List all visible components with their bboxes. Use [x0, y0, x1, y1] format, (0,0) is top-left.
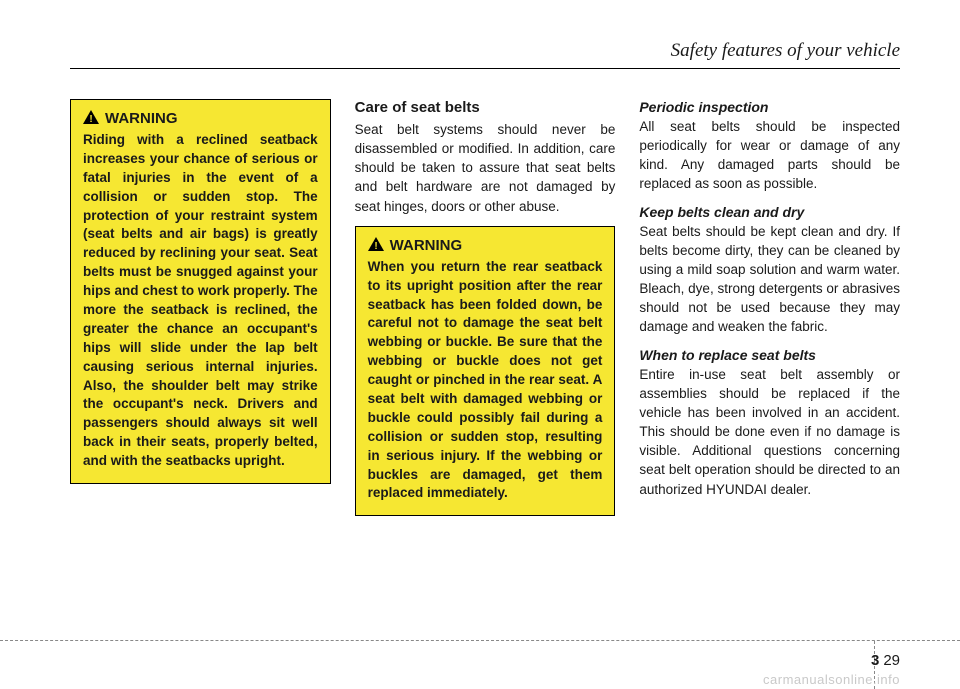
warning-body: Riding with a reclined seatback increase… — [83, 131, 318, 471]
warning-box-rear-seatback: ! WARNING When you return the rear seatb… — [355, 226, 616, 517]
content-columns: ! WARNING Riding with a reclined seatbac… — [70, 99, 900, 530]
watermark-text: carmanualsonline.info — [763, 672, 900, 687]
page-number-value: 29 — [883, 652, 900, 669]
warning-body: When you return the rear seatback to its… — [368, 258, 603, 504]
subheading-when-replace: When to replace seat belts — [639, 347, 900, 363]
keep-clean-text: Seat belts should be kept clean and dry.… — [639, 222, 900, 337]
warning-title: ! WARNING — [368, 237, 603, 254]
page-number: 329 — [871, 652, 900, 669]
warning-triangle-icon: ! — [368, 237, 384, 254]
warning-label: WARNING — [390, 237, 463, 254]
warning-triangle-icon: ! — [83, 110, 99, 127]
care-intro-text: Seat belt systems should never be disass… — [355, 120, 616, 216]
svg-text:!: ! — [374, 241, 377, 251]
section-title-care: Care of seat belts — [355, 99, 616, 116]
subheading-keep-clean: Keep belts clean and dry — [639, 204, 900, 220]
header-title: Safety features of your vehicle — [671, 40, 900, 61]
warning-label: WARNING — [105, 110, 178, 127]
column-1: ! WARNING Riding with a reclined seatbac… — [70, 99, 331, 530]
svg-text:!: ! — [89, 114, 92, 124]
column-2: Care of seat belts Seat belt systems sho… — [355, 99, 616, 530]
manual-page: Safety features of your vehicle ! WARNIN… — [0, 0, 960, 689]
chapter-number: 3 — [871, 652, 879, 669]
subheading-periodic-inspection: Periodic inspection — [639, 99, 900, 115]
when-replace-text: Entire in-use seat belt assembly or asse… — [639, 365, 900, 499]
footer-dashed-horizontal — [0, 640, 960, 641]
page-header: Safety features of your vehicle — [70, 40, 900, 69]
column-3: Periodic inspection All seat belts shoul… — [639, 99, 900, 530]
warning-box-reclined-seatback: ! WARNING Riding with a reclined seatbac… — [70, 99, 331, 484]
warning-title: ! WARNING — [83, 110, 318, 127]
periodic-inspection-text: All seat belts should be inspected perio… — [639, 117, 900, 194]
